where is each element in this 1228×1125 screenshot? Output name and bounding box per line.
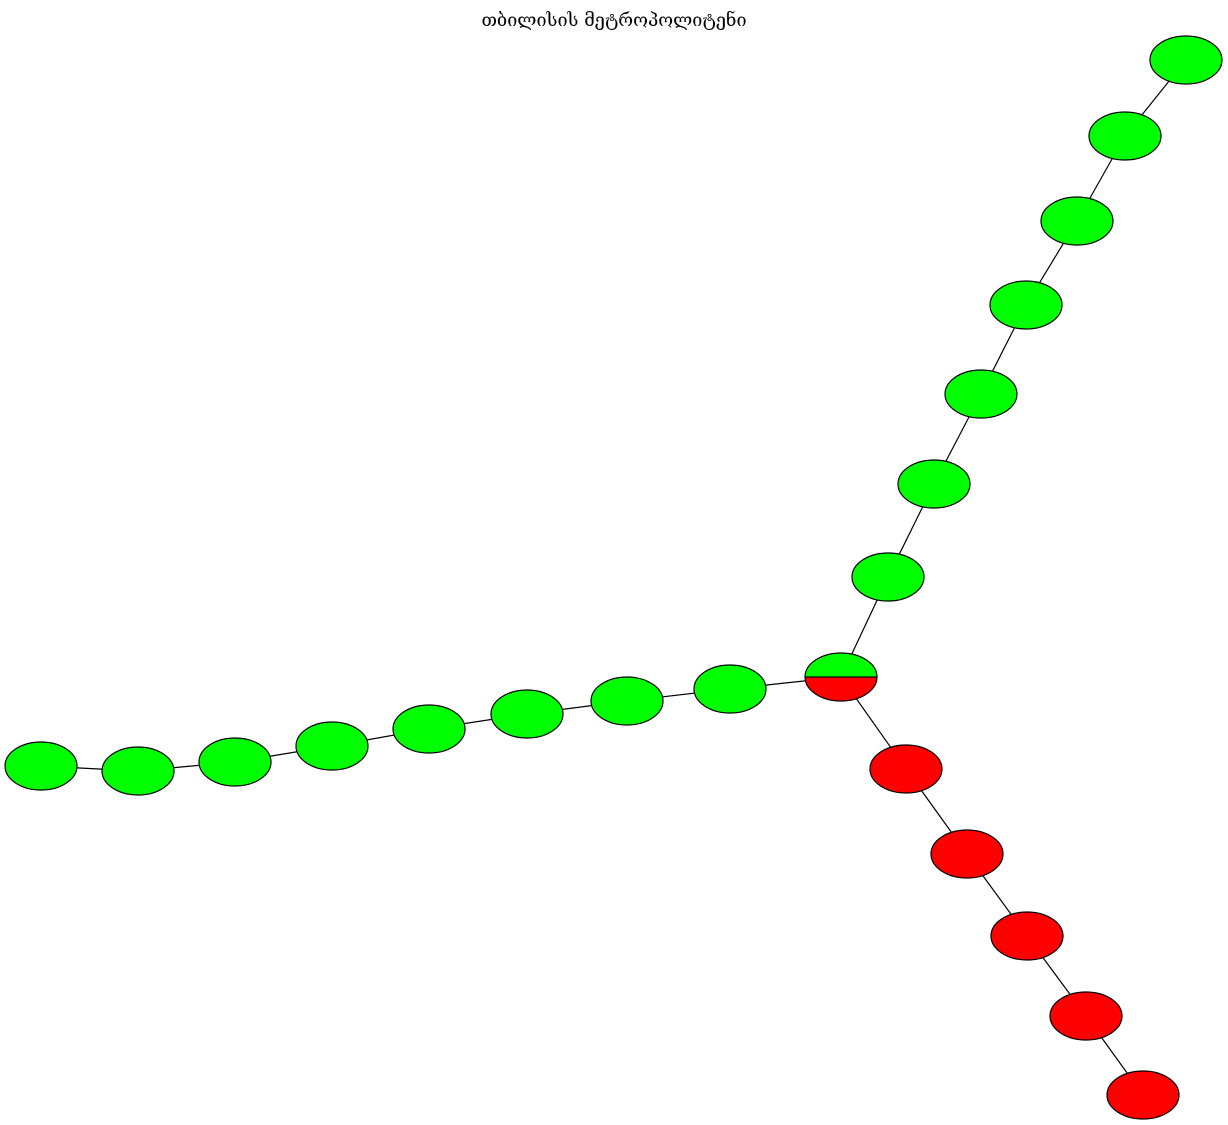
station-west-branch-5 — [295, 721, 369, 771]
diagram-title: თბილისის მეტროპოლიტენი — [481, 9, 746, 31]
station-northeast-branch-2 — [897, 459, 971, 509]
station-northeast-branch-3 — [944, 369, 1018, 419]
station-west-branch-2 — [590, 676, 664, 726]
station-west-branch-3 — [490, 689, 564, 739]
station-northeast-branch-6 — [1088, 111, 1162, 161]
interchange-bottom-half — [805, 677, 877, 701]
station-southeast-branch-4 — [1049, 991, 1123, 1041]
station-west-branch-1 — [693, 664, 767, 714]
station-northeast-branch-5 — [1040, 196, 1114, 246]
station-west-branch-7 — [101, 746, 175, 796]
station-west-branch-6 — [198, 737, 272, 787]
station-northeast-branch-4 — [989, 280, 1063, 330]
station-southeast-branch-1 — [869, 744, 943, 794]
station-west-branch-4 — [392, 704, 466, 754]
station-southeast-branch-5 — [1106, 1070, 1180, 1120]
station-nodes — [4, 35, 1223, 1120]
station-northeast-branch-1 — [851, 552, 925, 602]
interchange-station — [804, 652, 878, 702]
station-northeast-branch-7 — [1149, 35, 1223, 85]
station-southeast-branch-3 — [990, 911, 1064, 961]
station-west-branch-8 — [4, 741, 78, 791]
interchange-top-half — [805, 653, 877, 677]
station-southeast-branch-2 — [930, 829, 1004, 879]
